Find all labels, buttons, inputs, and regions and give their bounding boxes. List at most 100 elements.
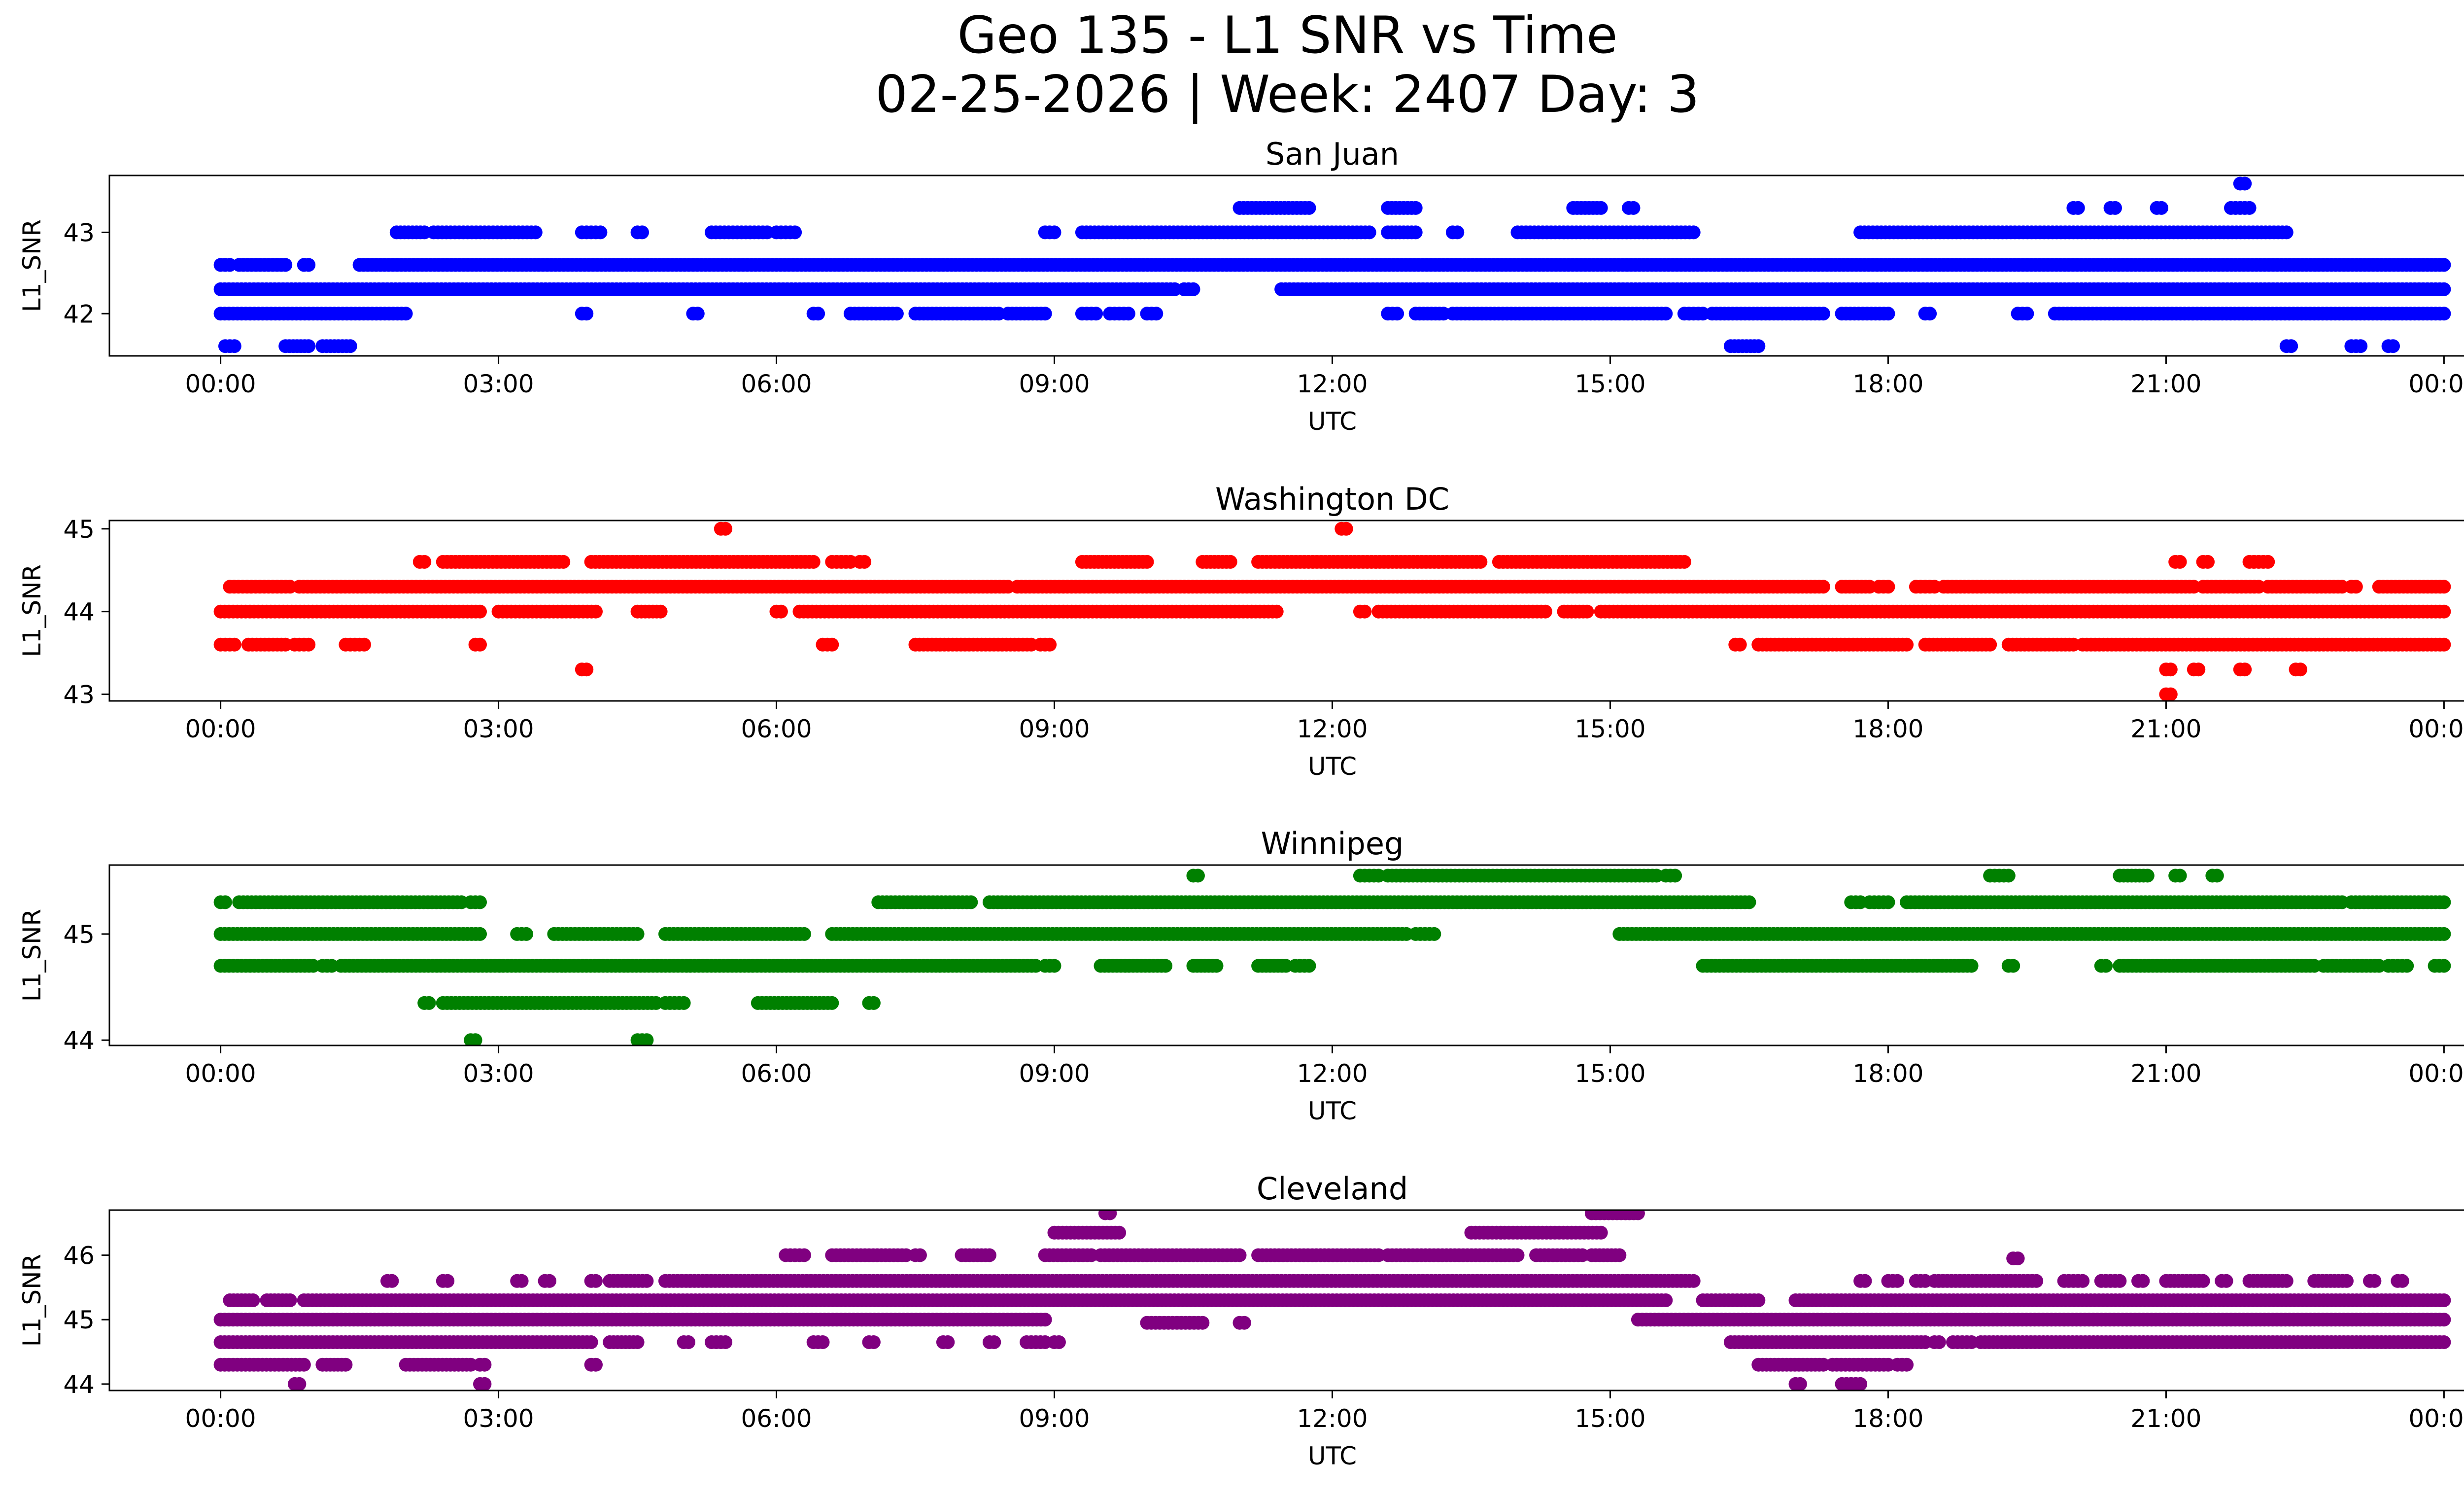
data-point	[2173, 869, 2187, 883]
data-point	[2238, 662, 2252, 677]
x-tick-label: 21:00	[2130, 1059, 2201, 1088]
subplot-title: San Juan	[1266, 136, 1399, 172]
scatter-points	[213, 869, 2451, 1045]
scatter-points	[213, 1210, 2451, 1391]
x-tick-label: 12:00	[1297, 715, 1368, 743]
x-tick-label: 12:00	[1297, 1059, 1368, 1088]
data-point	[1390, 307, 1404, 321]
data-point	[811, 307, 825, 321]
data-point	[1742, 895, 1756, 909]
data-point	[857, 555, 872, 569]
data-point	[1140, 555, 1154, 569]
data-point	[1358, 604, 1372, 619]
y-tick-label: 42	[63, 300, 95, 328]
data-point	[417, 555, 432, 569]
data-point	[580, 307, 594, 321]
data-point	[1362, 225, 1376, 240]
y-tick-label: 45	[63, 920, 95, 949]
data-point	[1191, 869, 1205, 883]
data-point	[866, 996, 881, 1010]
data-point	[2437, 258, 2451, 272]
x-tick-label: 12:00	[1297, 370, 1368, 398]
data-point	[2279, 225, 2293, 240]
data-point	[2437, 604, 2451, 619]
x-tick-label: 18:00	[1852, 1059, 1923, 1088]
data-point	[2437, 307, 2451, 321]
data-point	[2108, 201, 2122, 215]
data-point	[2020, 307, 2034, 321]
data-point	[640, 1033, 654, 1045]
y-tick-label: 45	[63, 515, 95, 544]
data-point	[2155, 201, 2168, 215]
data-point	[1686, 225, 1701, 240]
data-point	[1339, 522, 1353, 536]
data-point	[2191, 662, 2206, 677]
axes-frame	[108, 864, 2464, 1046]
x-tick-label: 09:00	[1019, 715, 1090, 743]
data-point	[2210, 869, 2224, 883]
x-tick-label: 09:00	[1019, 370, 1090, 398]
data-point	[1538, 604, 1552, 619]
y-axis-label: L1_SNR	[18, 909, 46, 1002]
x-axis-label: UTC	[1308, 407, 1357, 436]
data-point	[1626, 201, 1641, 215]
x-tick-label: 00:00	[2408, 370, 2464, 398]
x-tick-label: 15:00	[1574, 715, 1645, 743]
data-point	[1089, 307, 1103, 321]
data-point	[1659, 307, 1673, 321]
data-point	[1159, 959, 1173, 973]
data-point	[964, 895, 978, 909]
data-point	[1881, 307, 1895, 321]
data-point	[580, 662, 594, 677]
data-point	[825, 637, 839, 652]
data-point	[2293, 662, 2307, 677]
x-axis-label: UTC	[1308, 1097, 1357, 1125]
data-point	[1473, 555, 1488, 569]
data-point	[593, 225, 608, 240]
data-point	[2099, 959, 2113, 973]
data-point	[1047, 959, 1061, 973]
data-point	[278, 258, 293, 272]
y-tick-label: 43	[63, 218, 95, 247]
data-point	[1668, 869, 1682, 883]
x-tick-label: 18:00	[1852, 715, 1923, 743]
data-point	[2284, 339, 2298, 353]
data-point	[399, 307, 413, 321]
data-point	[343, 339, 357, 353]
data-point	[2437, 895, 2451, 909]
x-tick-label: 21:00	[2130, 370, 2201, 398]
data-point	[1677, 555, 1691, 569]
data-point	[2006, 959, 2020, 973]
data-point	[218, 895, 232, 909]
scatter-points	[213, 522, 2451, 701]
y-tick-label: 44	[63, 1026, 95, 1055]
data-point	[473, 895, 487, 909]
data-point	[2242, 201, 2257, 215]
data-point	[2349, 580, 2363, 594]
data-point	[589, 604, 603, 619]
data-point	[2261, 555, 2275, 569]
data-point	[1450, 225, 1465, 240]
data-point	[528, 225, 543, 240]
data-point	[1269, 604, 1284, 619]
x-tick-label: 21:00	[2130, 715, 2201, 743]
x-axis-label: UTC	[1308, 752, 1357, 781]
data-point	[806, 555, 821, 569]
data-point	[473, 927, 487, 941]
x-tick-label: 09:00	[1019, 1059, 1090, 1088]
data-point	[2071, 201, 2085, 215]
data-point	[1302, 201, 1316, 215]
data-point	[473, 604, 487, 619]
data-point	[1209, 959, 1224, 973]
data-point	[519, 927, 533, 941]
y-tick-label: 44	[63, 598, 95, 626]
data-point	[630, 927, 645, 941]
data-point	[2163, 687, 2178, 701]
data-point	[2173, 555, 2187, 569]
data-point	[1881, 580, 1895, 594]
x-tick-label: 00:00	[185, 370, 256, 398]
